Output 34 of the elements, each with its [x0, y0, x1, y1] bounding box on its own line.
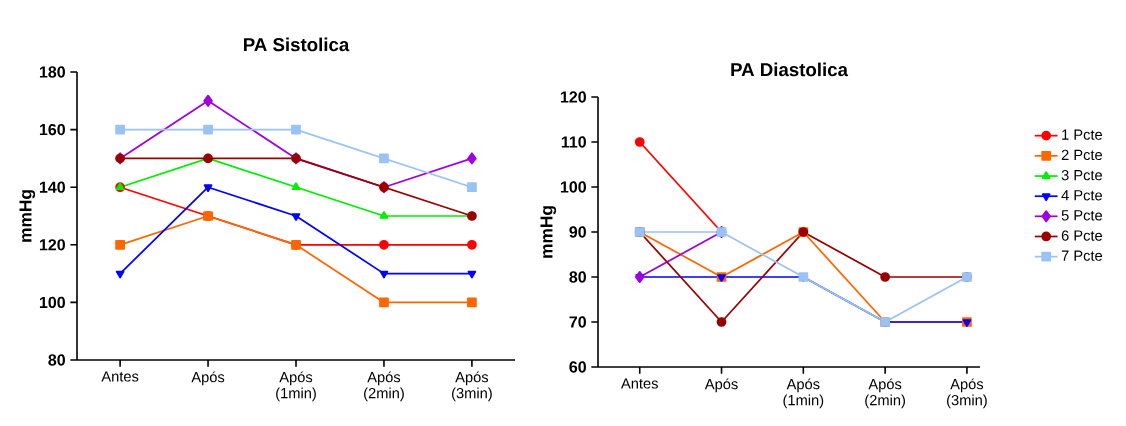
- y-tick-label: 100: [39, 296, 65, 309]
- y-tick-label: 60: [569, 361, 586, 373]
- x-tick-label: Após: [191, 371, 225, 386]
- x-tick-label: Após (1min): [276, 371, 316, 402]
- legend-label: 1 Pcte: [1062, 129, 1103, 140]
- y-tick-label: 180: [39, 66, 65, 78]
- legend-label: 6 Pcte: [1061, 230, 1103, 241]
- legend-label: 7 Pcte: [1061, 250, 1103, 261]
- x-tick-label: Antes: [621, 378, 658, 389]
- legend-label: 5 Pcte: [1061, 210, 1103, 221]
- y-tick-label: 120: [39, 239, 65, 251]
- y-tick-label: 80: [48, 354, 65, 366]
- legend-label: 4 Pcte: [1061, 190, 1103, 201]
- x-tick-label: Antes: [101, 371, 139, 382]
- y-tick-label: 100: [560, 181, 586, 193]
- x-tick-label: Após (3min): [947, 378, 987, 409]
- x-tick-label: Após (3min): [452, 371, 492, 402]
- legend-label: 3 Pcte: [1061, 169, 1103, 181]
- chart-title: PA Sistolica: [244, 37, 350, 52]
- x-tick-label: Após (2min): [865, 378, 905, 409]
- y-tick-label: 70: [569, 316, 586, 328]
- y-tick-label: 110: [561, 136, 586, 148]
- y-tick-label: 140: [39, 181, 65, 193]
- y-axis-title: mmHg: [540, 206, 557, 258]
- y-axis-title: mmHg: [19, 190, 36, 242]
- y-tick-label: 160: [39, 123, 65, 136]
- x-tick-label: Após (2min): [364, 371, 404, 402]
- y-tick-label: 120: [560, 91, 586, 103]
- y-tick-label: 80: [569, 271, 586, 283]
- legend-label: 2 Pcte: [1061, 149, 1103, 161]
- x-tick-label: Após: [704, 378, 738, 393]
- y-tick-label: 90: [569, 226, 586, 238]
- chart-title: PA Diastolica: [731, 62, 849, 77]
- x-tick-label: Após (1min): [783, 378, 824, 409]
